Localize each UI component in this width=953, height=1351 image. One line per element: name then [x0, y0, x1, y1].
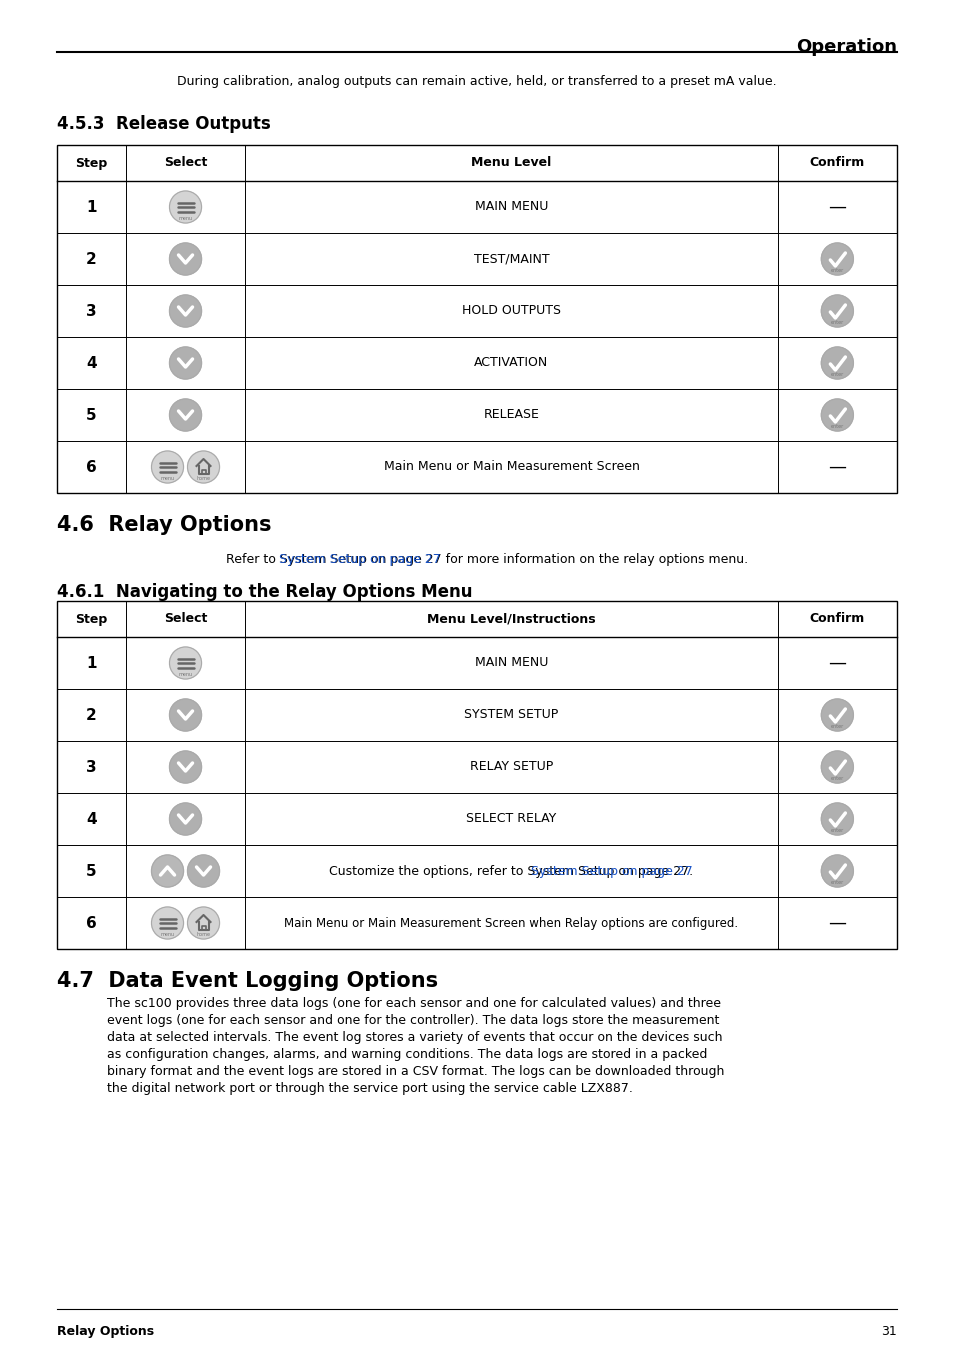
- Circle shape: [152, 907, 183, 939]
- Text: enter: enter: [830, 269, 843, 273]
- Text: enter: enter: [830, 777, 843, 781]
- Text: MAIN MENU: MAIN MENU: [475, 200, 548, 213]
- Circle shape: [821, 751, 853, 784]
- Text: home: home: [196, 477, 211, 481]
- Circle shape: [188, 855, 219, 888]
- Circle shape: [188, 907, 219, 939]
- Text: 6: 6: [86, 916, 96, 931]
- Text: —: —: [827, 458, 845, 476]
- Text: —: —: [827, 915, 845, 932]
- Text: the digital network port or through the service port using the service cable LZX: the digital network port or through the …: [107, 1082, 632, 1096]
- Text: Main Menu or Main Measurement Screen: Main Menu or Main Measurement Screen: [383, 461, 639, 473]
- Text: enter: enter: [830, 881, 843, 885]
- Text: TEST/MAINT: TEST/MAINT: [473, 253, 549, 266]
- Text: Operation: Operation: [795, 38, 896, 55]
- Text: System Setup on page 27: System Setup on page 27: [278, 553, 440, 566]
- Circle shape: [170, 399, 201, 431]
- Text: Confirm: Confirm: [809, 157, 864, 169]
- Text: menu: menu: [160, 477, 174, 481]
- Text: 5: 5: [86, 408, 96, 423]
- Circle shape: [170, 698, 201, 731]
- Circle shape: [821, 243, 853, 276]
- Text: Step: Step: [75, 612, 108, 626]
- Text: 1: 1: [86, 200, 96, 215]
- Text: SELECT RELAY: SELECT RELAY: [466, 812, 556, 825]
- Text: 4.6.1  Navigating to the Relay Options Menu: 4.6.1 Navigating to the Relay Options Me…: [57, 584, 472, 601]
- Text: Step: Step: [75, 157, 108, 169]
- Text: RELEASE: RELEASE: [483, 408, 538, 422]
- Text: enter: enter: [830, 828, 843, 834]
- Text: 4.6  Relay Options: 4.6 Relay Options: [57, 515, 272, 535]
- Text: menu: menu: [178, 216, 193, 222]
- Text: Select: Select: [164, 157, 207, 169]
- Text: event logs (one for each sensor and one for the controller). The data logs store: event logs (one for each sensor and one …: [107, 1015, 719, 1027]
- Text: Menu Level/Instructions: Menu Level/Instructions: [427, 612, 595, 626]
- Text: binary format and the event logs are stored in a CSV format. The logs can be dow: binary format and the event logs are sto…: [107, 1065, 723, 1078]
- Text: 4.5.3  Release Outputs: 4.5.3 Release Outputs: [57, 115, 271, 132]
- Text: Main Menu or Main Measurement Screen when Relay options are configured.: Main Menu or Main Measurement Screen whe…: [284, 916, 738, 929]
- Bar: [57, 145, 896, 493]
- Text: enter: enter: [830, 373, 843, 377]
- Text: 5: 5: [86, 863, 96, 878]
- Text: 3: 3: [86, 304, 96, 319]
- Text: 4: 4: [86, 355, 96, 370]
- Text: 3: 3: [86, 759, 96, 774]
- Circle shape: [170, 190, 201, 223]
- Text: SYSTEM SETUP: SYSTEM SETUP: [464, 708, 558, 721]
- Circle shape: [170, 802, 201, 835]
- Text: During calibration, analog outputs can remain active, held, or transferred to a : During calibration, analog outputs can r…: [177, 76, 776, 88]
- Circle shape: [152, 451, 183, 484]
- Circle shape: [170, 243, 201, 276]
- Text: enter: enter: [830, 724, 843, 730]
- Text: Refer to System Setup on page 27 for more information on the relay options menu.: Refer to System Setup on page 27 for mor…: [226, 553, 747, 566]
- Text: enter: enter: [830, 424, 843, 430]
- Text: System Setup on page 27: System Setup on page 27: [531, 865, 693, 878]
- Bar: [57, 601, 896, 948]
- Text: Select: Select: [164, 612, 207, 626]
- Text: RELAY SETUP: RELAY SETUP: [469, 761, 553, 774]
- Text: 2: 2: [86, 708, 96, 723]
- Circle shape: [170, 295, 201, 327]
- Text: menu: menu: [160, 932, 174, 938]
- Circle shape: [821, 698, 853, 731]
- Text: 6: 6: [86, 459, 96, 474]
- Text: 4: 4: [86, 812, 96, 827]
- Text: home: home: [196, 932, 211, 938]
- Text: 1: 1: [86, 655, 96, 670]
- Text: as configuration changes, alarms, and warning conditions. The data logs are stor: as configuration changes, alarms, and wa…: [107, 1048, 706, 1061]
- Circle shape: [152, 855, 183, 888]
- Text: HOLD OUTPUTS: HOLD OUTPUTS: [461, 304, 560, 317]
- Circle shape: [821, 855, 853, 888]
- Text: 2: 2: [86, 251, 96, 266]
- Text: 4.7  Data Event Logging Options: 4.7 Data Event Logging Options: [57, 971, 437, 992]
- Text: Confirm: Confirm: [809, 612, 864, 626]
- Text: menu: menu: [178, 673, 193, 677]
- Text: MAIN MENU: MAIN MENU: [475, 657, 548, 670]
- Circle shape: [170, 751, 201, 784]
- Circle shape: [170, 347, 201, 380]
- Text: Menu Level: Menu Level: [471, 157, 551, 169]
- Text: ACTIVATION: ACTIVATION: [474, 357, 548, 370]
- Circle shape: [821, 347, 853, 380]
- Text: The sc100 provides three data logs (one for each sensor and one for calculated v: The sc100 provides three data logs (one …: [107, 997, 720, 1011]
- Text: data at selected intervals. The event log stores a variety of events that occur : data at selected intervals. The event lo…: [107, 1031, 721, 1044]
- Text: Relay Options: Relay Options: [57, 1325, 154, 1337]
- Text: —: —: [827, 654, 845, 671]
- Circle shape: [170, 647, 201, 680]
- Circle shape: [821, 399, 853, 431]
- Circle shape: [821, 802, 853, 835]
- Text: enter: enter: [830, 320, 843, 326]
- Circle shape: [821, 295, 853, 327]
- Circle shape: [188, 451, 219, 484]
- Text: —: —: [827, 199, 845, 216]
- Text: 31: 31: [881, 1325, 896, 1337]
- Text: Customize the options, refer to System Setup on page 27.: Customize the options, refer to System S…: [329, 865, 693, 878]
